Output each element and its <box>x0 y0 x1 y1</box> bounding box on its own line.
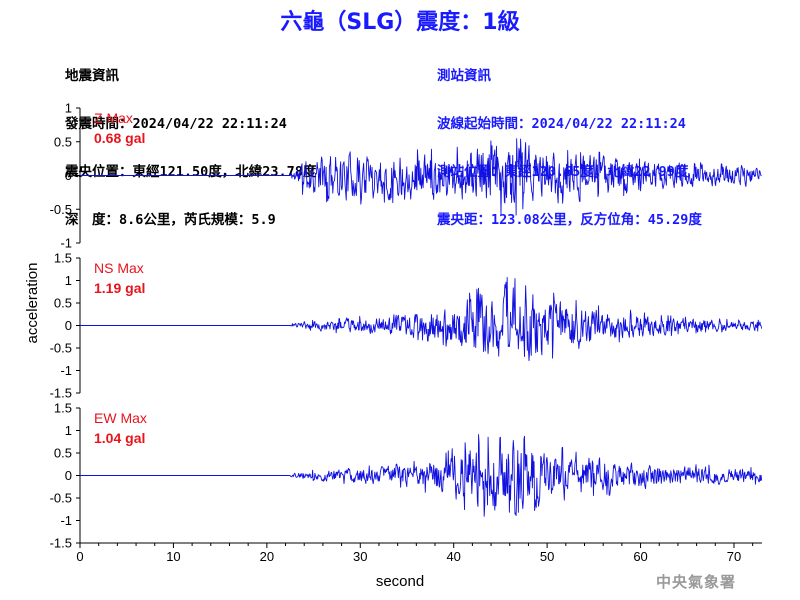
y-tick-label: 0 <box>65 318 72 333</box>
y-tick-label: -0.5 <box>50 341 72 356</box>
x-tick-label: 0 <box>76 549 83 564</box>
y-tick-label: 0.5 <box>54 446 72 461</box>
max-label-z: Z Max <box>94 110 133 126</box>
x-axis-label: second <box>376 573 424 590</box>
epicentral-distance-azimuth: 震央距：123.08公里，反方位角：45.29度 <box>437 212 702 228</box>
earthquake-info: 地震資訊 發震時間：2024/04/22 22:11:24 震央位置：東經121… <box>65 36 316 260</box>
y-tick-label: -1 <box>60 236 72 251</box>
waveform-start-time: 波線起始時間：2024/04/22 22:11:24 <box>437 116 686 132</box>
waveform-z <box>289 138 762 216</box>
x-tick-label: 50 <box>540 549 554 564</box>
max-label-ew: EW Max <box>94 410 147 426</box>
y-tick-label: -1.5 <box>50 536 72 551</box>
station-info-heading: 測站資訊 <box>437 68 491 84</box>
x-tick-label: 30 <box>353 549 367 564</box>
page-title: 六龜（SLG）震度：1級 <box>280 10 520 35</box>
y-tick-label: 1 <box>65 423 72 438</box>
y-tick-label: -0.5 <box>50 491 72 506</box>
y-tick-label: 1.5 <box>54 251 72 266</box>
x-tick-label: 60 <box>633 549 647 564</box>
max-label-ns: NS Max <box>94 260 144 276</box>
station-info: 測站資訊 波線起始時間：2024/04/22 22:11:24 測站位置：東經1… <box>437 36 702 260</box>
y-tick-label: 1 <box>65 101 72 116</box>
x-tick-label: 10 <box>166 549 180 564</box>
y-tick-label: -1 <box>60 513 72 528</box>
y-tick-label: -1.5 <box>50 386 72 401</box>
y-tick-label: -0.5 <box>50 202 72 217</box>
max-value-ew: 1.04 gal <box>94 430 145 446</box>
depth-magnitude: 深 度：8.6公里，芮氏規模：5.9 <box>65 212 276 228</box>
waveform-ew <box>289 434 763 517</box>
y-axis-label: acceleration <box>24 263 41 344</box>
y-tick-label: -1 <box>60 363 72 378</box>
y-tick-label: 0.5 <box>54 296 72 311</box>
agency-watermark: 中央氣象署 <box>656 573 737 591</box>
waveform-ns <box>289 277 763 362</box>
y-tick-label: 0.5 <box>54 134 72 149</box>
earthquake-info-heading: 地震資訊 <box>65 68 119 84</box>
x-tick-label: 40 <box>446 549 460 564</box>
x-tick-label: 70 <box>727 549 741 564</box>
y-tick-label: 0 <box>65 468 72 483</box>
max-value-z: 0.68 gal <box>94 130 145 146</box>
y-tick-label: 0 <box>65 168 72 183</box>
max-value-ns: 1.19 gal <box>94 280 145 296</box>
y-tick-label: 1 <box>65 273 72 288</box>
origin-time: 發震時間：2024/04/22 22:11:24 <box>65 116 287 132</box>
x-tick-label: 20 <box>260 549 274 564</box>
y-tick-label: 1.5 <box>54 401 72 416</box>
